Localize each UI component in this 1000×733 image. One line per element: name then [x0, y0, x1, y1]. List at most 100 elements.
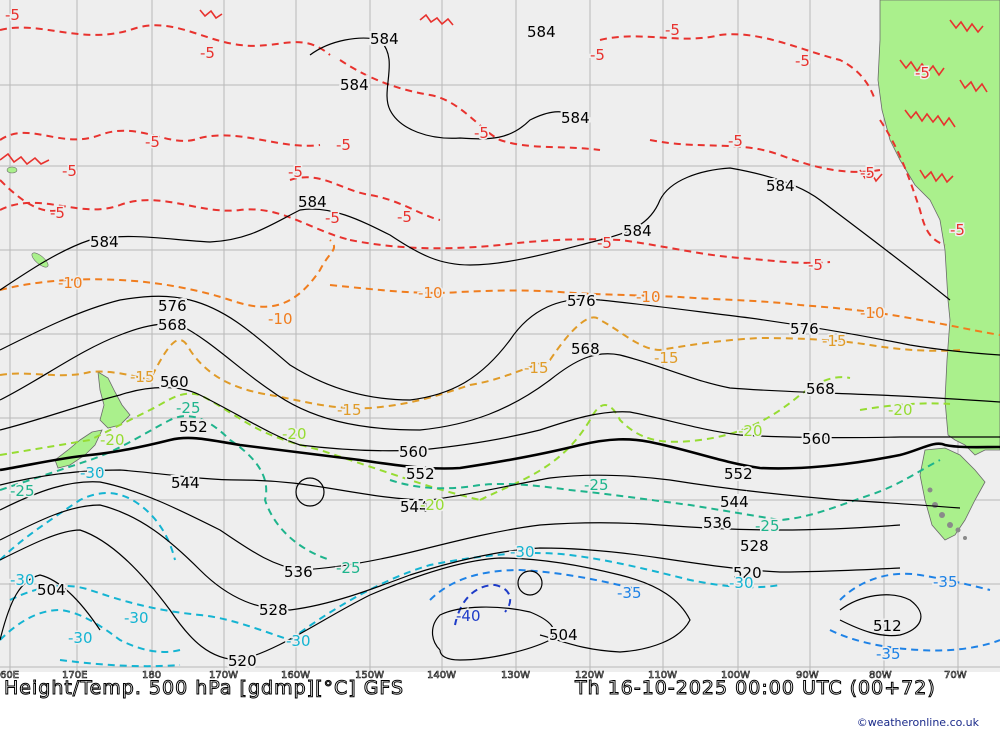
height-contour-552 [0, 436, 1000, 472]
lon-label: 60E [0, 670, 19, 681]
temp-label: -20 [420, 496, 445, 514]
height-label: 568 [571, 340, 600, 358]
height-label: 528 [259, 601, 288, 619]
temp-label: -30 [68, 629, 93, 647]
height-label: 504 [549, 626, 578, 644]
temp-label: -25 [336, 559, 361, 577]
temp-label: -35 [933, 573, 958, 591]
temp-label: -5 [860, 164, 875, 182]
lon-label: 160W [281, 670, 310, 681]
longitude-labels: 60E 170E 180 170W 160W 150W 140W 130W 12… [0, 670, 967, 682]
height-label: 512 [873, 617, 902, 635]
lon-label: 90W [796, 670, 819, 681]
temp-label: -5 [728, 132, 743, 150]
temp-label: -5 [145, 133, 160, 151]
temp-label: -10 [268, 310, 293, 328]
temp-label: -35 [617, 584, 642, 602]
temp-label: -5 [50, 204, 65, 222]
temp-contours-minus5 [0, 24, 946, 264]
temp-label: -20 [100, 431, 125, 449]
height-label: 520 [228, 652, 257, 670]
height-label: 528 [740, 537, 769, 555]
height-label: 584 [298, 193, 327, 211]
lon-label: 100W [721, 670, 750, 681]
temp-label: -10 [418, 284, 443, 302]
temp-label: -25 [176, 399, 201, 417]
lon-label: 140W [427, 670, 456, 681]
temp-label: -10 [58, 274, 83, 292]
height-label: 576 [158, 297, 187, 315]
temp-label: -5 [950, 221, 965, 239]
temp-label: -5 [325, 209, 340, 227]
temp-label: -5 [5, 6, 20, 24]
height-label: 568 [806, 380, 835, 398]
lon-label: 170W [209, 670, 238, 681]
temp-label: -20 [738, 422, 763, 440]
temp-label: -5 [597, 234, 612, 252]
lon-label: 120W [575, 670, 604, 681]
temp-label: -5 [336, 136, 351, 154]
height-label: 552 [179, 418, 208, 436]
temp-label: -25 [10, 482, 35, 500]
height-label: 576 [790, 320, 819, 338]
height-label: 536 [284, 563, 313, 581]
temp-label: -20 [282, 425, 307, 443]
temp-contours-minus35 [429, 568, 1000, 652]
credit-link[interactable]: ©weatheronline.co.uk [856, 716, 979, 729]
temp-label: -10 [636, 288, 661, 306]
temp-contours-minus10 [0, 239, 1000, 336]
temp-label: -5 [200, 44, 215, 62]
temp-label: -30 [286, 632, 311, 650]
height-label: 544 [171, 474, 200, 492]
height-label: 568 [158, 316, 187, 334]
valid-time: Th 16-10-2025 00:00 UTC (00+72) [575, 677, 936, 700]
height-label: 544 [400, 498, 429, 516]
lon-label: 170E [62, 670, 87, 681]
temp-label: -5 [915, 64, 930, 82]
lon-label: 130W [501, 670, 530, 681]
temp-contours-minus40 [454, 583, 512, 626]
height-label: 536 [703, 514, 732, 532]
lon-label: 180 [142, 670, 161, 681]
temp-label: -15 [524, 359, 549, 377]
temp-label: -15 [337, 401, 362, 419]
temp-label: -15 [654, 349, 679, 367]
height-label: 560 [399, 443, 428, 461]
patagonia-tip [919, 447, 986, 541]
footer-band [0, 672, 1000, 733]
height-label: 504 [37, 581, 66, 599]
height-label: 544 [720, 493, 749, 511]
height-contours [0, 37, 1000, 661]
lon-label: 70W [944, 670, 967, 681]
height-label: 560 [160, 373, 189, 391]
height-labels: 584 584 584 584 584 584 584 584 576 576 … [35, 21, 904, 672]
temp-contours-minus25 [0, 415, 941, 561]
temp-contours-minus30 [0, 492, 781, 668]
temp-squiggles-minus5 [0, 9, 988, 184]
temp-label: -25 [755, 517, 780, 535]
temp-label: -5 [397, 208, 412, 226]
height-label: 576 [567, 292, 596, 310]
temp-label: -30 [124, 609, 149, 627]
temp-label: -5 [474, 124, 489, 142]
temp-label: -5 [62, 162, 77, 180]
height-label: 584 [90, 233, 119, 251]
height-label: 552 [724, 465, 753, 483]
height-label: 584 [370, 30, 399, 48]
temp-label: -30 [80, 464, 105, 482]
temp-label: -30 [729, 574, 754, 592]
temperature-labels: -5 -5 -5 -5 -5 -5 -5 -5 -5 -5 -5 -5 -5 -… [4, 5, 967, 665]
map-title: Height/Temp. 500 hPa [gdmp][°C] GFS [3, 677, 405, 700]
temp-label: -30 [510, 543, 535, 561]
temp-label: -25 [584, 476, 609, 494]
temp-contours-minus20 [0, 376, 951, 501]
lon-label: 150W [355, 670, 384, 681]
temp-label: -15 [130, 368, 155, 386]
height-label: 584 [527, 23, 556, 41]
height-label: 584 [561, 109, 590, 127]
temp-label: -40 [456, 607, 481, 625]
temp-label: -5 [808, 256, 823, 274]
temp-label: -15 [822, 332, 847, 350]
